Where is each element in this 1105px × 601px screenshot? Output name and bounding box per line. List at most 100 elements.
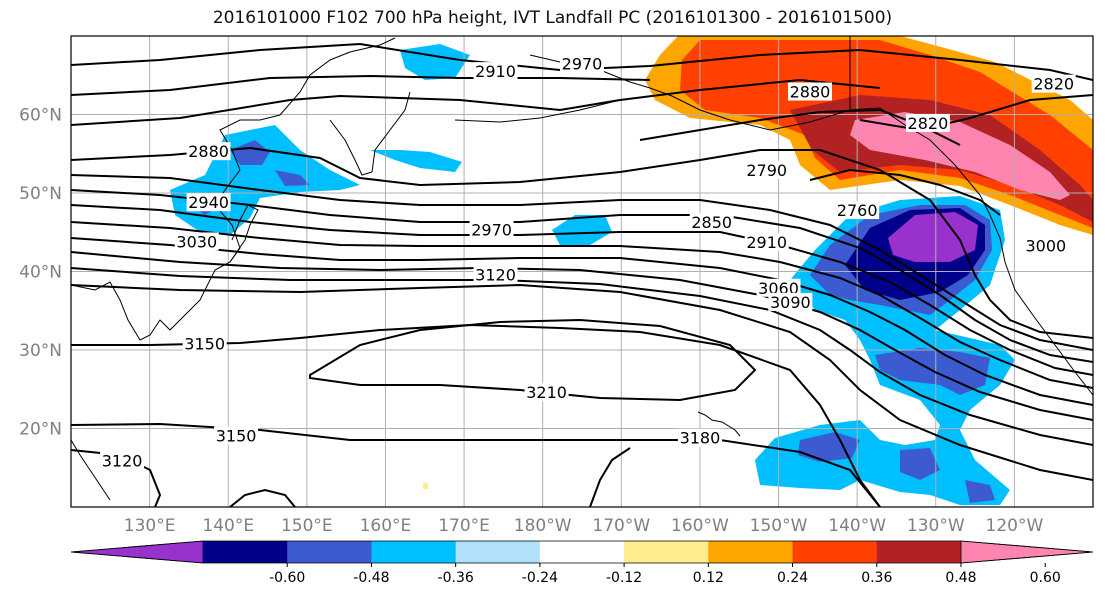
contour-label: 2880 — [790, 83, 831, 102]
contour-label-bg — [744, 161, 789, 180]
coast-nwamerica — [879, 107, 1093, 396]
contour-label-bg — [744, 233, 789, 252]
contour-label-bg — [182, 334, 227, 353]
colorbar-tick-label: 0.36 — [861, 570, 892, 586]
contour-label: 2970 — [562, 54, 603, 73]
colorbar-extend-max — [960, 540, 1094, 564]
contour-label: 3120 — [475, 265, 516, 284]
lon-tick-label: 170°W — [592, 516, 650, 536]
lon-tick-label: 170°E — [438, 516, 490, 536]
contour-label: 2970 — [471, 221, 512, 240]
contour-nw2 — [71, 174, 1093, 351]
colorbar-extend-min — [70, 540, 204, 564]
colorbar-tick-label: 0.48 — [945, 570, 976, 586]
map-title: 2016101000 F102 700 hPa height, IVT Land… — [212, 8, 893, 28]
contour-3150-sw — [589, 447, 631, 507]
lon-tick-label: 130°E — [124, 516, 176, 536]
contour-2880 — [71, 78, 881, 126]
contour-label: 2910 — [746, 233, 787, 252]
colorbar-segment — [708, 541, 794, 563]
lat-tick-label: 50°N — [19, 184, 62, 204]
lat-tick-label: 20°N — [19, 420, 62, 440]
map-frame — [70, 35, 1094, 508]
contour-label-bg — [473, 265, 518, 284]
contour-label: 2850 — [691, 213, 732, 232]
ivt-neg-024-ber — [370, 150, 462, 172]
lat-tick-label: 30°N — [19, 341, 62, 361]
contour-labels: 2970 2910 2880 2820 2820 2790 2760 2850 2910 3000… — [100, 54, 1076, 470]
colorbar-segment — [371, 541, 457, 563]
contour-2820 — [859, 94, 1093, 132]
coastlines — [71, 36, 1093, 501]
contour-south-loop — [229, 488, 296, 507]
contour-label: 3150 — [216, 426, 257, 445]
lon-tick-label: 160°W — [671, 516, 729, 536]
contour-3210 — [309, 318, 757, 402]
lat-tick-label: 40°N — [19, 263, 62, 283]
contour-label: 2880 — [188, 142, 229, 161]
contour-label: 3180 — [680, 429, 721, 448]
lon-tick-label: 130°W — [907, 516, 965, 536]
ivt-pos-012 — [423, 483, 428, 489]
contour-label: 3030 — [176, 232, 217, 251]
colorbar-segment — [539, 541, 625, 563]
contour-label-bg — [560, 54, 604, 73]
contour-label: 3090 — [770, 293, 811, 312]
colorbar-segment — [876, 541, 962, 563]
contour-label-bg — [174, 232, 219, 251]
contour-label-bg — [186, 193, 231, 212]
contour-label-bg — [214, 426, 259, 445]
colorbar-outline — [70, 540, 1094, 564]
colorbar-tick-label: 0.60 — [1030, 570, 1061, 586]
ivt-neg-060-ne — [888, 212, 978, 262]
contour-label-bg — [100, 451, 145, 470]
lon-tick-label: 140°W — [828, 516, 886, 536]
colorbar-segment — [287, 541, 372, 563]
ivt-pos-060 — [850, 112, 1070, 200]
contour-label: 3000 — [1025, 236, 1066, 255]
colorbar-tick-label: -0.24 — [522, 570, 558, 586]
contour-label: 2910 — [475, 62, 516, 81]
coast-kamchatka — [329, 91, 411, 176]
map-panel: 2970 2910 2880 2820 2820 2790 2760 2850 2910 3000… — [19, 35, 1094, 536]
contour-label-bg — [905, 113, 950, 132]
contour-label: 2760 — [837, 201, 878, 220]
contour-label: 2790 — [746, 161, 787, 180]
coast-hawaii — [697, 411, 741, 437]
coast-aleutians — [454, 99, 621, 123]
lat-tick-label: 60°N — [19, 106, 62, 126]
colorbar-tick-label: -0.60 — [269, 570, 305, 586]
contour-label-bg — [835, 201, 880, 220]
contour-label-bg — [677, 428, 722, 447]
ivt-neg-024-kam — [400, 44, 470, 80]
colorbar-segment — [203, 541, 288, 563]
contour-label-bg — [787, 82, 832, 101]
colorbar-tick-label: 0.12 — [693, 570, 724, 586]
contour-2760 — [809, 168, 1001, 216]
colorbar: -0.60 -0.48 -0.36 -0.24 -0.12 0.12 0.24 0.36 0.4… — [70, 540, 1094, 586]
contour-label-bg — [524, 383, 569, 402]
contour-label-bg — [469, 220, 514, 239]
contour-2970-north — [71, 74, 651, 96]
contour-2970 — [71, 221, 1093, 389]
contour-label: 3150 — [184, 335, 225, 354]
lat-tick-labels: 20°N 30°N 40°N 50°N 60°N — [19, 106, 62, 440]
colorbar-tick-label: -0.36 — [438, 570, 474, 586]
contour-label-bg — [756, 278, 801, 297]
contour-3150 — [71, 323, 881, 507]
contour-2910-north — [71, 42, 1093, 81]
colorbar-segment — [792, 541, 878, 563]
lon-tick-label: 140°E — [202, 516, 254, 536]
colorbar-segment — [624, 541, 709, 563]
colorbar-tick-label: 0.24 — [777, 570, 808, 586]
lon-tick-label: 180°W — [514, 516, 572, 536]
contour-label-bg — [473, 62, 518, 81]
contour-nw1 — [71, 146, 1093, 339]
contour-label: 3120 — [102, 451, 143, 470]
contour-label-bg — [1023, 236, 1068, 255]
lon-tick-label: 150°E — [281, 516, 333, 536]
lon-tick-label: 120°W — [986, 516, 1044, 536]
lon-tick-label: 160°E — [360, 516, 412, 536]
colorbar-tick-label: -0.12 — [606, 570, 642, 586]
